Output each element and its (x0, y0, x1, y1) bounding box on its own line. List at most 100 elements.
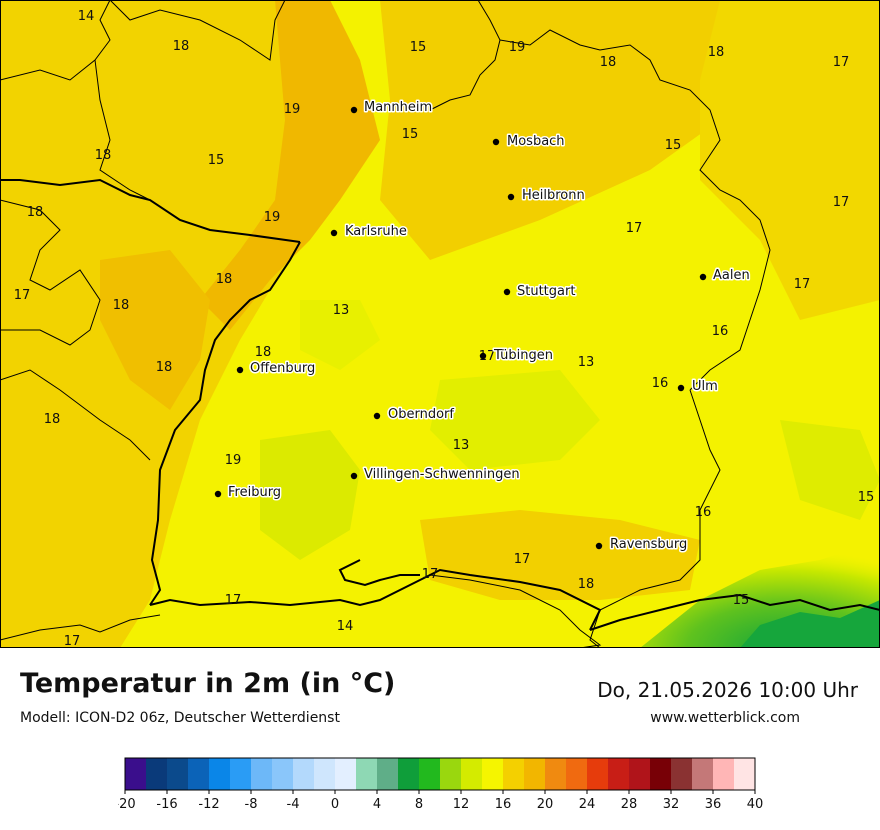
warm-zone-east (700, 0, 880, 320)
city-label-villingen-schwenningen: Villingen-Schwenningen (364, 467, 520, 482)
state-borders (0, 0, 771, 648)
color-scale-swatch (314, 758, 336, 790)
color-scale-swatch (650, 758, 672, 790)
temperature-label: 18 (95, 148, 112, 163)
color-scale-tick-label: 36 (705, 797, 722, 812)
alps-green-dark (740, 600, 880, 648)
temperature-label: 17 (514, 552, 531, 567)
color-scale-swatch (209, 758, 231, 790)
temperature-label: 18 (578, 577, 595, 592)
temperature-label: 16 (712, 324, 729, 339)
color-scale-tick-label: 24 (579, 797, 596, 812)
color-scale-swatch (293, 758, 315, 790)
temperature-label: 17 (794, 277, 811, 292)
temperature-label: 18 (216, 272, 233, 287)
color-scale-swatch (167, 758, 189, 790)
temperature-label: 17 (14, 288, 31, 303)
color-scale-tick-label: 0 (331, 797, 339, 812)
temperature-label: 19 (509, 40, 526, 55)
cool-zone-se (780, 420, 880, 520)
temperature-label: 16 (695, 505, 712, 520)
city-label-freiburg: Freiburg (228, 485, 281, 500)
temperature-map: 14 18 15 19 18 17 19 15 18 15 15 18 19 1… (0, 0, 880, 648)
temperature-label: 15 (733, 593, 750, 608)
city-label-offenburg: Offenburg (250, 361, 315, 376)
city-label-tuebingen: Tübingen (493, 348, 553, 363)
temperature-label: 15 (402, 127, 419, 142)
color-scale-swatch (125, 758, 147, 790)
color-scale-border (124, 757, 756, 791)
city-label-oberndorf: Oberndorf (388, 407, 454, 422)
temperature-label: 14 (337, 619, 354, 634)
color-scale-tick-label: 32 (663, 797, 680, 812)
city-dot (595, 542, 603, 550)
city-dot (350, 472, 358, 480)
color-scale-swatch (188, 758, 210, 790)
city-dot (350, 106, 358, 114)
temperature-label: 13 (453, 438, 470, 453)
temperature-label: 18 (600, 55, 617, 70)
color-scale-tick-label: -4 (287, 797, 300, 812)
coast-lake (0, 574, 602, 648)
temperature-label: 18 (173, 39, 190, 54)
color-scale-tick-label: -20 (118, 797, 136, 812)
model-subtitle: Modell: ICON-D2 06z, Deutscher Wetterdie… (20, 710, 340, 726)
color-scale-ticks: -20 -16 -12 -8 -4 0 4 8 12 16 20 24 28 32 36 40 (114, 790, 764, 812)
temperature-label: 18 (255, 345, 272, 360)
color-scale-swatch (587, 758, 609, 790)
temperature-label: 17 (833, 55, 850, 70)
temperature-label: 15 (858, 490, 875, 505)
temperature-label: 18 (708, 45, 725, 60)
temperature-label: 17 (479, 349, 496, 364)
temperature-label: 18 (44, 412, 61, 427)
city-label-stuttgart: Stuttgart (517, 284, 575, 299)
city-dot (373, 412, 381, 420)
city-label-aalen: Aalen (713, 268, 750, 283)
color-scale: -20 -16 -12 -8 -4 0 4 8 12 16 20 24 28 32 36 40 (114, 756, 768, 816)
forecast-datetime: Do, 21.05.2026 10:00 Uhr (597, 678, 858, 702)
city-dot (236, 366, 244, 374)
temperature-label: 19 (225, 453, 242, 468)
color-scale-swatch (503, 758, 525, 790)
color-scale-swatch (335, 758, 357, 790)
color-scale-tick-label: 40 (747, 797, 764, 812)
color-scale-tick-label: 20 (537, 797, 554, 812)
website-link[interactable]: www.wetterblick.com (650, 710, 800, 726)
warm-zone-rhine (200, 0, 380, 330)
color-scale-tick-label: 4 (373, 797, 381, 812)
city-markers: Mannheim Mosbach Heilbronn Karlsruhe Stu… (214, 99, 751, 554)
color-scale-swatch (482, 758, 504, 790)
city-dot (503, 288, 511, 296)
city-dot (214, 490, 222, 498)
color-scale-swatch (566, 758, 588, 790)
color-scale-tick-label: -8 (245, 797, 258, 812)
map-canvas: 14 18 15 19 18 17 19 15 18 15 15 18 19 1… (0, 0, 880, 648)
city-dot (699, 273, 707, 281)
city-label-heilbronn: Heilbronn (522, 188, 585, 203)
temperature-label: 18 (113, 298, 130, 313)
map-title: Temperatur in 2m (in °C) (20, 668, 396, 699)
city-dot (677, 384, 685, 392)
color-scale-swatch (230, 758, 252, 790)
color-scale-swatch (608, 758, 630, 790)
city-label-ravensburg: Ravensburg (610, 537, 687, 552)
color-scale-tick-label: 28 (621, 797, 638, 812)
color-scale-swatch (545, 758, 567, 790)
city-dot (330, 229, 338, 237)
color-scale-swatch (629, 758, 651, 790)
color-scale-swatch (419, 758, 441, 790)
color-scale-swatch (398, 758, 420, 790)
color-scale-tick-label: 12 (453, 797, 470, 812)
color-scale-swatch (692, 758, 714, 790)
color-scale-swatch (671, 758, 693, 790)
color-scale-swatch (377, 758, 399, 790)
city-label-mosbach: Mosbach (507, 134, 565, 149)
country-borders (0, 178, 880, 631)
color-scale-swatch (356, 758, 378, 790)
warm-zone-sw (100, 250, 210, 410)
temperature-labels: 14 18 15 19 18 17 19 15 18 15 15 18 19 1… (14, 9, 875, 648)
color-scale-swatch (251, 758, 273, 790)
temperature-label: 17 (626, 221, 643, 236)
temperature-label: 13 (333, 303, 350, 318)
color-scale-swatch (524, 758, 546, 790)
